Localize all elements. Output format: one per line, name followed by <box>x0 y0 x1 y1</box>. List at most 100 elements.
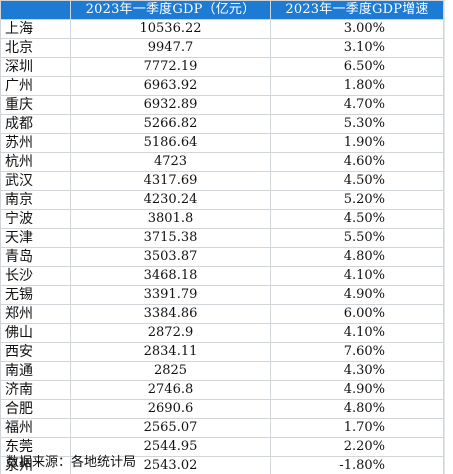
gdp-cell[interactable]: 2565.07 <box>70 418 271 438</box>
growth-cell[interactable]: 5.50% <box>270 228 444 248</box>
city-cell[interactable]: 郑州 <box>0 304 71 324</box>
gdp-cell[interactable]: 2872.9 <box>70 323 271 343</box>
city-cell[interactable]: 泉州 <box>0 456 71 474</box>
growth-cell[interactable]: 4.30% <box>270 361 444 381</box>
table-row: 广州 6963.92 1.80% <box>0 76 444 96</box>
gdp-cell[interactable]: 5186.64 <box>70 133 271 153</box>
gdp-cell[interactable]: 2825 <box>70 361 271 381</box>
table-body: 上海 10536.22 3.00% 北京 9947.7 3.10% 深圳 7772.19 6.5… <box>0 19 444 474</box>
gdp-cell[interactable]: 3468.18 <box>70 266 271 286</box>
gdp-cell[interactable]: 3503.87 <box>70 247 271 267</box>
table-row: 佛山 2872.9 4.10% <box>0 323 444 343</box>
city-cell[interactable]: 广州 <box>0 76 71 96</box>
growth-cell[interactable]: 4.80% <box>270 399 444 419</box>
table-row: 郑州 3384.86 6.00% <box>0 304 444 324</box>
gdp-cell[interactable]: 6932.89 <box>70 95 271 115</box>
header-row: 2023年一季度GDP（亿元） 2023年一季度GDP增速 <box>0 0 444 20</box>
table-row: 成都 5266.82 5.30% <box>0 114 444 134</box>
city-cell[interactable]: 西安 <box>0 342 71 362</box>
growth-cell[interactable]: 1.70% <box>270 418 444 438</box>
gdp-cell[interactable]: 4230.24 <box>70 190 271 210</box>
city-cell[interactable]: 福州 <box>0 418 71 438</box>
table-row: 福州 2565.07 1.70% <box>0 418 444 438</box>
gdp-cell[interactable]: 5266.82 <box>70 114 271 134</box>
gdp-cell[interactable]: 2690.6 <box>70 399 271 419</box>
table-row: 宁波 3801.8 4.50% <box>0 209 444 229</box>
source-note: 数据来源：各地统计局 <box>6 455 137 470</box>
gdp-cell[interactable]: 2746.8 <box>70 380 271 400</box>
table-row: 杭州 4723 4.60% <box>0 152 444 172</box>
city-cell[interactable]: 佛山 <box>0 323 71 343</box>
table-row: 泉州 2543.02 -1.80% <box>0 456 444 474</box>
growth-cell[interactable]: 4.50% <box>270 171 444 191</box>
table-row: 北京 9947.7 3.10% <box>0 38 444 58</box>
growth-cell[interactable]: 4.10% <box>270 323 444 343</box>
growth-cell[interactable]: 4.10% <box>270 266 444 286</box>
gdp-cell[interactable]: 3384.86 <box>70 304 271 324</box>
growth-cell[interactable]: 4.80% <box>270 247 444 267</box>
gdp-cell[interactable]: 9947.7 <box>70 38 271 58</box>
table-row: 武汉 4317.69 4.50% <box>0 171 444 191</box>
header-cell-growth[interactable]: 2023年一季度GDP增速 <box>270 0 444 20</box>
table-row: 上海 10536.22 3.00% <box>0 19 444 39</box>
city-cell[interactable]: 武汉 <box>0 171 71 191</box>
gdp-cell[interactable]: 10536.22 <box>70 19 271 39</box>
growth-cell[interactable]: 5.20% <box>270 190 444 210</box>
gdp-cell[interactable]: 3801.8 <box>70 209 271 229</box>
table-row: 济南 2746.8 4.90% <box>0 380 444 400</box>
city-cell[interactable]: 天津 <box>0 228 71 248</box>
city-cell[interactable]: 北京 <box>0 38 71 58</box>
table-row: 苏州 5186.64 1.90% <box>0 133 444 153</box>
growth-cell[interactable]: 5.30% <box>270 114 444 134</box>
table-row: 重庆 6932.89 4.70% <box>0 95 444 115</box>
growth-cell[interactable]: 6.00% <box>270 304 444 324</box>
gdp-cell[interactable]: 2543.02 <box>70 456 271 474</box>
growth-cell[interactable]: 6.50% <box>270 57 444 77</box>
table-row: 深圳 7772.19 6.50% <box>0 57 444 77</box>
gdp-cell[interactable]: 6963.92 <box>70 76 271 96</box>
growth-cell[interactable]: 1.80% <box>270 76 444 96</box>
city-cell[interactable]: 上海 <box>0 19 71 39</box>
growth-cell[interactable]: 4.70% <box>270 95 444 115</box>
growth-cell[interactable]: 1.90% <box>270 133 444 153</box>
table-row: 无锡 3391.79 4.90% <box>0 285 444 305</box>
table-row: 天津 3715.38 5.50% <box>0 228 444 248</box>
gdp-cell[interactable]: 2834.11 <box>70 342 271 362</box>
city-cell[interactable]: 合肥 <box>0 399 71 419</box>
city-cell[interactable]: 南京 <box>0 190 71 210</box>
city-cell[interactable]: 深圳 <box>0 57 71 77</box>
header-cell-gdp[interactable]: 2023年一季度GDP（亿元） <box>70 0 271 20</box>
gdp-cell[interactable]: 3391.79 <box>70 285 271 305</box>
growth-cell[interactable]: 4.50% <box>270 209 444 229</box>
gdp-cell[interactable]: 4723 <box>70 152 271 172</box>
growth-cell[interactable]: 4.60% <box>270 152 444 172</box>
growth-cell[interactable]: 3.00% <box>270 19 444 39</box>
table-row: 南京 4230.24 5.20% <box>0 190 444 210</box>
city-cell[interactable]: 苏州 <box>0 133 71 153</box>
header-cell-city[interactable] <box>0 0 71 20</box>
growth-cell[interactable]: -1.80% <box>270 456 444 474</box>
table-row: 合肥 2690.6 4.80% <box>0 399 444 419</box>
gdp-cell[interactable]: 3715.38 <box>70 228 271 248</box>
gdp-cell[interactable]: 4317.69 <box>70 171 271 191</box>
city-cell[interactable]: 成都 <box>0 114 71 134</box>
table-row: 南通 2825 4.30% <box>0 361 444 381</box>
gdp-cell[interactable]: 7772.19 <box>70 57 271 77</box>
city-cell[interactable]: 无锡 <box>0 285 71 305</box>
city-cell[interactable]: 南通 <box>0 361 71 381</box>
city-cell[interactable]: 青岛 <box>0 247 71 267</box>
growth-cell[interactable]: 2.20% <box>270 437 444 457</box>
sheet-margin <box>444 0 453 474</box>
growth-cell[interactable]: 7.60% <box>270 342 444 362</box>
city-cell[interactable]: 宁波 <box>0 209 71 229</box>
city-cell[interactable]: 重庆 <box>0 95 71 115</box>
table-row: 青岛 3503.87 4.80% <box>0 247 444 267</box>
city-cell[interactable]: 长沙 <box>0 266 71 286</box>
city-cell[interactable]: 济南 <box>0 380 71 400</box>
growth-cell[interactable]: 4.90% <box>270 285 444 305</box>
city-cell[interactable]: 杭州 <box>0 152 71 172</box>
growth-cell[interactable]: 3.10% <box>270 38 444 58</box>
growth-cell[interactable]: 4.90% <box>270 380 444 400</box>
